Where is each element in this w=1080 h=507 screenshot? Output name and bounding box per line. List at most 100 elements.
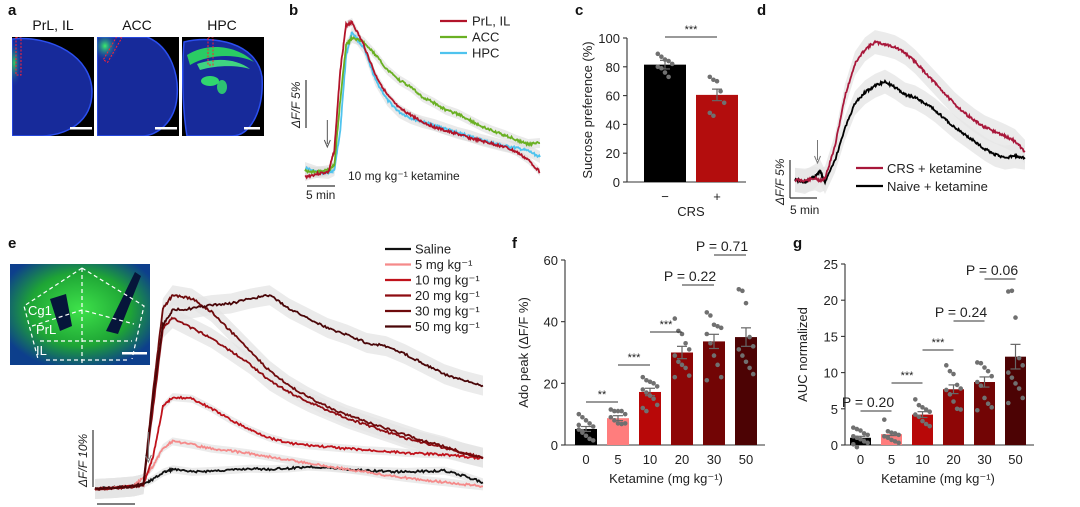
data-point: [858, 436, 863, 442]
scale-bar-x-label: 5 min: [306, 188, 335, 202]
data-point: [679, 362, 685, 368]
sem-band-1: [95, 437, 483, 493]
y-tick-label: 20: [824, 293, 838, 308]
series-line-prlil: [304, 19, 541, 180]
bar-1: [696, 94, 738, 182]
significance-label-3: P = 0.22: [664, 268, 717, 284]
data-point: [654, 402, 660, 408]
bar-0: [644, 64, 686, 182]
data-point: [651, 396, 656, 402]
x-tick-label: 0: [582, 452, 589, 467]
data-point: [612, 418, 617, 423]
data-point: [576, 422, 582, 428]
data-point: [851, 434, 856, 439]
data-point: [858, 428, 863, 433]
legend-label-1: Naive + ketamine: [887, 179, 988, 194]
data-point: [889, 437, 894, 443]
data-point: [927, 423, 932, 429]
data-point: [851, 441, 856, 447]
x-tick-label: 10: [915, 452, 929, 467]
x-tick-label: 0: [857, 452, 864, 467]
data-point: [923, 407, 929, 412]
y-tick-label: 5: [831, 402, 838, 417]
data-point: [590, 438, 596, 443]
data-point: [954, 382, 960, 388]
inset-label-il: IL: [36, 343, 47, 358]
data-point: [885, 428, 891, 434]
data-point: [718, 88, 723, 94]
data-point: [619, 421, 624, 427]
data-point: [640, 405, 646, 411]
data-point: [683, 340, 688, 346]
data-point: [854, 444, 860, 450]
data-point: [711, 113, 716, 119]
data-point: [947, 368, 953, 374]
data-point: [612, 408, 617, 414]
brain-image-mpfc: Cg1 PrL IL: [10, 264, 150, 365]
panel-label-a: a: [8, 2, 17, 19]
data-point: [686, 373, 692, 378]
chart-f: 0 20 40 60 0 5 10 20 30 50 Ado peak (ΔF/F %) Ketami…: [516, 238, 765, 486]
data-point: [583, 418, 589, 423]
data-point: [679, 331, 685, 337]
series-line-1: [94, 439, 483, 491]
data-point: [982, 365, 987, 370]
data-point: [666, 74, 671, 80]
data-point: [747, 334, 752, 340]
data-point: [659, 65, 664, 71]
data-point: [608, 414, 614, 420]
data-point: [1016, 386, 1022, 391]
data-point: [590, 424, 596, 429]
bar-5: [735, 337, 757, 445]
inset-label-prl: PrL: [36, 322, 56, 337]
data-point: [619, 408, 624, 414]
scale-bar-y-label: ΔF/F 5%: [773, 158, 787, 206]
data-point: [989, 373, 994, 379]
data-point: [951, 399, 956, 404]
y-tick-label: 0: [831, 438, 838, 453]
legend-label-1: ACC: [472, 30, 499, 45]
data-point: [615, 421, 621, 426]
data-point: [1006, 370, 1011, 375]
data-point: [707, 74, 713, 80]
x-tick-label: 5: [888, 452, 895, 467]
panel-label-c: c: [575, 2, 584, 19]
legend-label-0: Saline: [415, 242, 451, 257]
data-point: [920, 405, 925, 410]
y-tick-label: 0: [613, 175, 620, 190]
significance-label-4: P = 0.06: [966, 262, 1019, 278]
data-point: [640, 387, 646, 392]
panel-label-b: b: [289, 2, 299, 19]
data-point: [711, 353, 717, 358]
image-title-acc: ACC: [122, 17, 152, 33]
data-point: [947, 392, 953, 397]
data-point: [954, 406, 960, 412]
data-point: [580, 414, 585, 420]
data-point: [1020, 363, 1025, 368]
legend-label-0: CRS + ketamine: [887, 161, 982, 176]
inset-label-cg1: Cg1: [28, 303, 52, 318]
data-point: [640, 374, 646, 380]
data-point: [927, 409, 932, 414]
y-tick-label: 20: [544, 376, 558, 391]
x-tick-label: 5: [614, 452, 621, 467]
data-point: [1009, 288, 1015, 294]
chart-c: 0 20 40 60 80 100 − + Sucrose preference (%) CRS *…: [580, 24, 746, 219]
y-tick-label: 0: [551, 438, 558, 453]
data-point: [669, 61, 675, 67]
arrow-head-icon: [144, 454, 152, 464]
data-point: [944, 363, 949, 368]
data-point: [740, 353, 745, 358]
bar-2: [912, 414, 933, 445]
significance-label-0: ***: [685, 24, 699, 36]
image-title-hpc: HPC: [207, 17, 237, 33]
bar-4: [974, 382, 995, 445]
data-point: [923, 421, 929, 427]
x-axis-label: Ketamine (mg kg⁻¹): [609, 471, 723, 486]
significance-label-2: ***: [660, 319, 674, 331]
data-point: [576, 427, 582, 432]
legend-label-5: 50 mg kg⁻¹: [415, 319, 480, 334]
significance-label-2: ***: [932, 337, 946, 349]
arrow-head-icon: [814, 155, 821, 165]
x-tick-label: −: [661, 189, 669, 204]
